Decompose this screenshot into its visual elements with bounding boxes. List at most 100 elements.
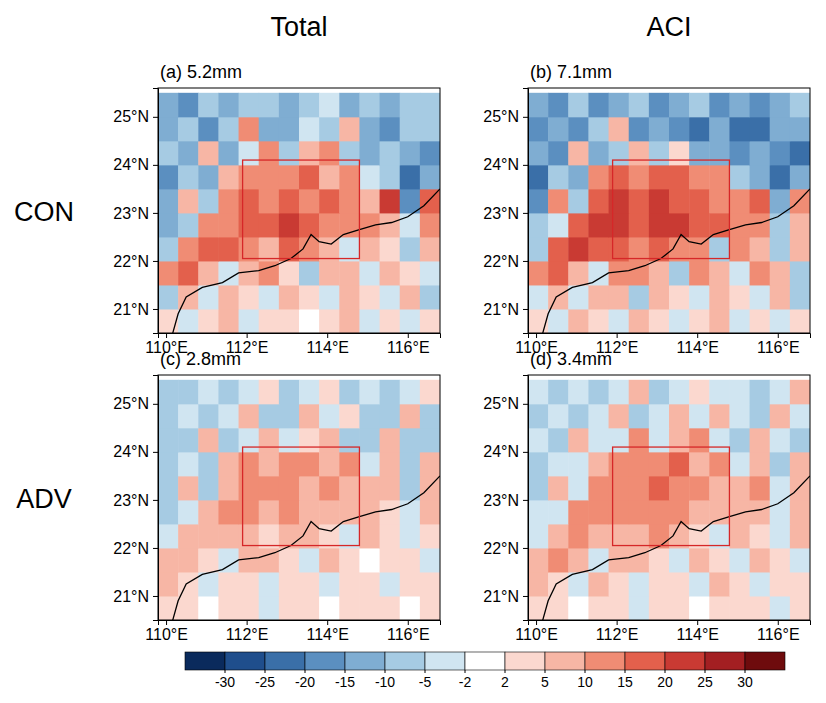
cell: [239, 452, 260, 477]
cell: [709, 548, 730, 573]
cell: [239, 524, 260, 549]
cell: [689, 572, 710, 597]
cell: [729, 572, 750, 597]
cell: [729, 309, 750, 333]
cell: [770, 524, 791, 549]
cell: [568, 261, 589, 286]
cell: [158, 548, 179, 573]
cell: [629, 237, 650, 262]
cell: [400, 165, 421, 190]
cell: [609, 596, 630, 620]
cell: [689, 189, 710, 214]
y-axis: 21°N22°N23°N24°N25°N: [483, 376, 528, 621]
cell: [669, 548, 690, 573]
cell: [649, 548, 670, 573]
row-title: CON: [14, 197, 74, 227]
cell: [568, 213, 589, 238]
y-tick-mark: [153, 500, 158, 501]
cell: [339, 165, 360, 190]
cell: [279, 380, 300, 405]
colorbar-box: [745, 652, 785, 670]
cell: [299, 452, 320, 477]
y-tick-label: 23°N: [113, 492, 149, 509]
cell: [380, 93, 401, 118]
cell: [609, 189, 630, 214]
cell: [299, 572, 320, 597]
cell: [649, 93, 670, 118]
cell: [750, 261, 771, 286]
y-tick-mark: [153, 165, 158, 166]
cell: [629, 141, 650, 166]
cell: [770, 309, 791, 333]
cell: [239, 93, 260, 118]
cell: [750, 596, 771, 620]
y-tick-mark: [523, 309, 528, 310]
cell: [770, 452, 791, 477]
cell: [528, 117, 549, 142]
y-tick-label: 25°N: [483, 395, 519, 412]
cell: [729, 261, 750, 286]
cell: [218, 548, 239, 573]
cell: [279, 165, 300, 190]
colorbar-tick: [305, 670, 306, 673]
coastline: [172, 189, 440, 333]
cell: [259, 189, 280, 214]
cell: [239, 285, 260, 310]
y-tick: 24°N: [113, 443, 158, 460]
cell: [218, 500, 239, 525]
cell: [568, 548, 589, 573]
cell: [528, 452, 549, 477]
cell: [339, 93, 360, 118]
cell: [709, 285, 730, 310]
cell: [528, 93, 549, 118]
cell: [588, 285, 609, 310]
cell: [218, 285, 239, 310]
cell: [588, 141, 609, 166]
cell: [568, 404, 589, 429]
cell: [339, 572, 360, 597]
cell: [198, 596, 219, 620]
cell: [158, 380, 179, 405]
cell: [259, 572, 280, 597]
x-tick: 116°E: [387, 333, 430, 356]
cell: [790, 428, 810, 453]
y-tick-label: 23°N: [113, 205, 149, 222]
cell: [198, 165, 219, 190]
cell: [400, 548, 421, 573]
cell: [380, 500, 401, 525]
cell: [750, 572, 771, 597]
cell: [319, 261, 340, 286]
cell: [259, 428, 280, 453]
cell: [420, 141, 440, 166]
cell: [178, 165, 199, 190]
cell: [158, 452, 179, 477]
cell: [359, 309, 380, 333]
x-tick-label: 110°E: [145, 626, 188, 643]
x-tick-label: 114°E: [676, 626, 719, 643]
cell: [319, 476, 340, 501]
cell: [359, 596, 380, 620]
cell: [790, 141, 810, 166]
cell: [279, 548, 300, 573]
cell: [339, 428, 360, 453]
cell: [339, 237, 360, 262]
cell: [629, 285, 650, 310]
cell: [548, 285, 569, 310]
cell: [198, 524, 219, 549]
cell: [400, 237, 421, 262]
cell: [380, 165, 401, 190]
cell: [588, 452, 609, 477]
cell: [669, 117, 690, 142]
cell: [790, 596, 810, 620]
cell: [359, 189, 380, 214]
cell: [709, 309, 730, 333]
cell: [548, 452, 569, 477]
cell: [548, 237, 569, 262]
cell: [239, 596, 260, 620]
cell: [729, 165, 750, 190]
cell: [689, 285, 710, 310]
cell: [279, 285, 300, 310]
cell: [548, 117, 569, 142]
y-tick: 23°N: [113, 492, 158, 509]
cell: [380, 141, 401, 166]
